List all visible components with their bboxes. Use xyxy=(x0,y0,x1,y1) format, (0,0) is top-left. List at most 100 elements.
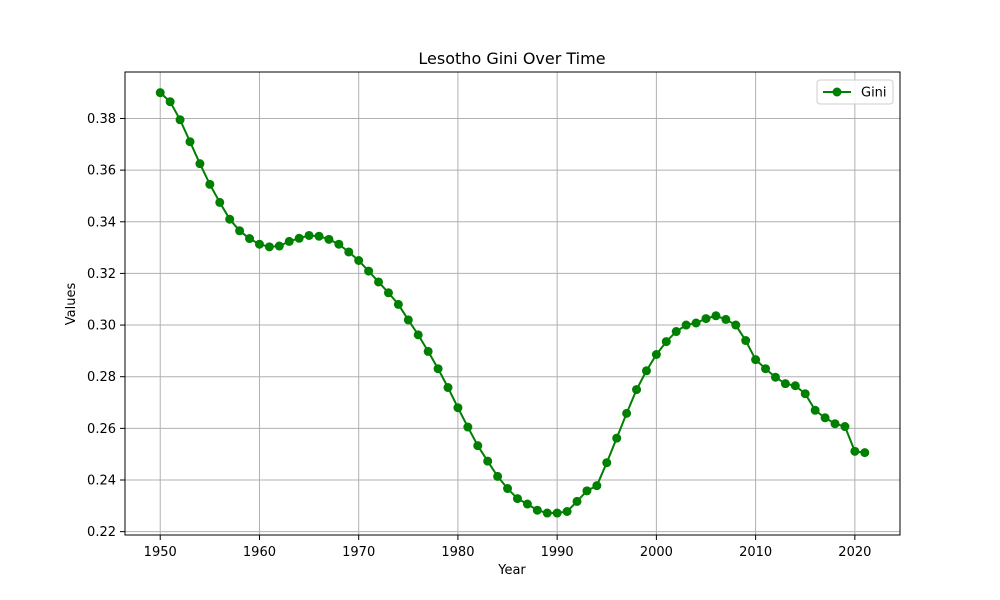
legend-box xyxy=(816,79,894,105)
data-point xyxy=(562,507,572,517)
x-tick-label: 1980 xyxy=(441,545,474,560)
data-point xyxy=(245,234,255,244)
data-point xyxy=(493,471,503,481)
data-point xyxy=(632,385,642,395)
y-tick-label: 0.26 xyxy=(87,422,116,437)
data-point xyxy=(612,433,622,443)
data-point xyxy=(532,505,542,515)
y-tick-label: 0.34 xyxy=(87,215,116,230)
x-tick-label: 2010 xyxy=(739,545,772,560)
data-point xyxy=(602,458,612,468)
data-point xyxy=(374,277,384,287)
series-line-gini xyxy=(159,91,865,515)
data-point xyxy=(850,446,860,456)
data-point xyxy=(215,197,225,207)
data-point xyxy=(433,364,443,374)
x-axis-title: Year xyxy=(497,563,526,578)
data-point xyxy=(165,97,175,107)
data-point xyxy=(830,419,840,429)
data-point xyxy=(155,88,165,98)
data-point xyxy=(294,233,304,243)
data-point xyxy=(592,481,602,491)
data-point xyxy=(671,327,681,337)
data-point xyxy=(324,234,334,244)
series-layer xyxy=(155,88,870,518)
data-point xyxy=(205,179,215,189)
data-point xyxy=(364,266,374,276)
data-point xyxy=(403,315,413,325)
data-point xyxy=(701,314,711,324)
data-point xyxy=(314,231,324,241)
x-tick-label: 2000 xyxy=(640,545,673,560)
data-point xyxy=(443,383,453,393)
data-point xyxy=(284,236,294,246)
data-point xyxy=(582,486,592,496)
data-point xyxy=(711,311,721,321)
x-tick-label: 1960 xyxy=(243,545,276,560)
data-point xyxy=(483,456,493,466)
y-tick-label: 0.30 xyxy=(87,319,116,334)
data-point xyxy=(572,496,582,506)
data-point xyxy=(761,364,771,374)
data-point xyxy=(344,247,354,257)
data-point xyxy=(503,484,513,494)
y-tick-label: 0.38 xyxy=(87,112,116,127)
data-point xyxy=(741,336,751,346)
data-point xyxy=(473,441,483,451)
x-tick-label: 1950 xyxy=(144,545,177,560)
data-point xyxy=(304,230,314,240)
data-point xyxy=(790,381,800,391)
data-point xyxy=(751,355,761,365)
data-point xyxy=(175,115,185,125)
chart-title: Lesotho Gini Over Time xyxy=(418,49,605,68)
data-point xyxy=(770,372,780,382)
data-point xyxy=(681,320,691,330)
data-point xyxy=(691,318,701,328)
data-point xyxy=(622,408,632,418)
data-point xyxy=(860,448,870,458)
data-point xyxy=(383,288,393,298)
data-point xyxy=(820,413,830,423)
y-tick-label: 0.32 xyxy=(87,267,116,282)
x-tick-label: 1990 xyxy=(541,545,574,560)
legend: Gini xyxy=(816,79,894,105)
y-tick-label: 0.24 xyxy=(87,473,116,488)
data-point xyxy=(780,379,790,389)
data-point xyxy=(721,314,731,324)
data-point xyxy=(393,299,403,309)
data-point xyxy=(731,320,741,330)
x-tick-label: 1970 xyxy=(342,545,375,560)
data-point xyxy=(225,214,235,224)
data-point xyxy=(354,256,364,266)
data-point xyxy=(810,405,820,415)
y-tick-label: 0.22 xyxy=(87,525,116,540)
data-point xyxy=(185,137,195,147)
data-point xyxy=(463,422,473,432)
y-tick-label: 0.28 xyxy=(87,370,116,385)
data-point xyxy=(254,239,264,249)
plot-frame xyxy=(124,71,901,536)
data-point xyxy=(264,242,274,252)
data-point xyxy=(334,239,344,249)
data-point xyxy=(641,366,651,376)
legend-marker-gini xyxy=(832,87,842,97)
y-axis-title: Values xyxy=(64,283,79,326)
data-point xyxy=(522,499,532,509)
data-point xyxy=(552,508,562,518)
data-point xyxy=(661,337,671,347)
axes: 1950 1960 1970 1980 1990 2000 2010 2020 0.22 0.24… xyxy=(87,112,871,560)
data-point xyxy=(651,349,661,359)
x-tick-label: 2020 xyxy=(838,545,871,560)
data-point xyxy=(195,159,205,169)
data-point xyxy=(512,494,522,504)
data-point xyxy=(235,226,245,236)
y-tick-label: 0.36 xyxy=(87,164,116,179)
data-point xyxy=(423,346,433,356)
data-point xyxy=(413,330,423,340)
legend-label-gini: Gini xyxy=(861,86,887,101)
data-point xyxy=(840,422,850,432)
data-point xyxy=(274,241,284,251)
data-point xyxy=(453,403,463,413)
data-point xyxy=(800,389,810,399)
